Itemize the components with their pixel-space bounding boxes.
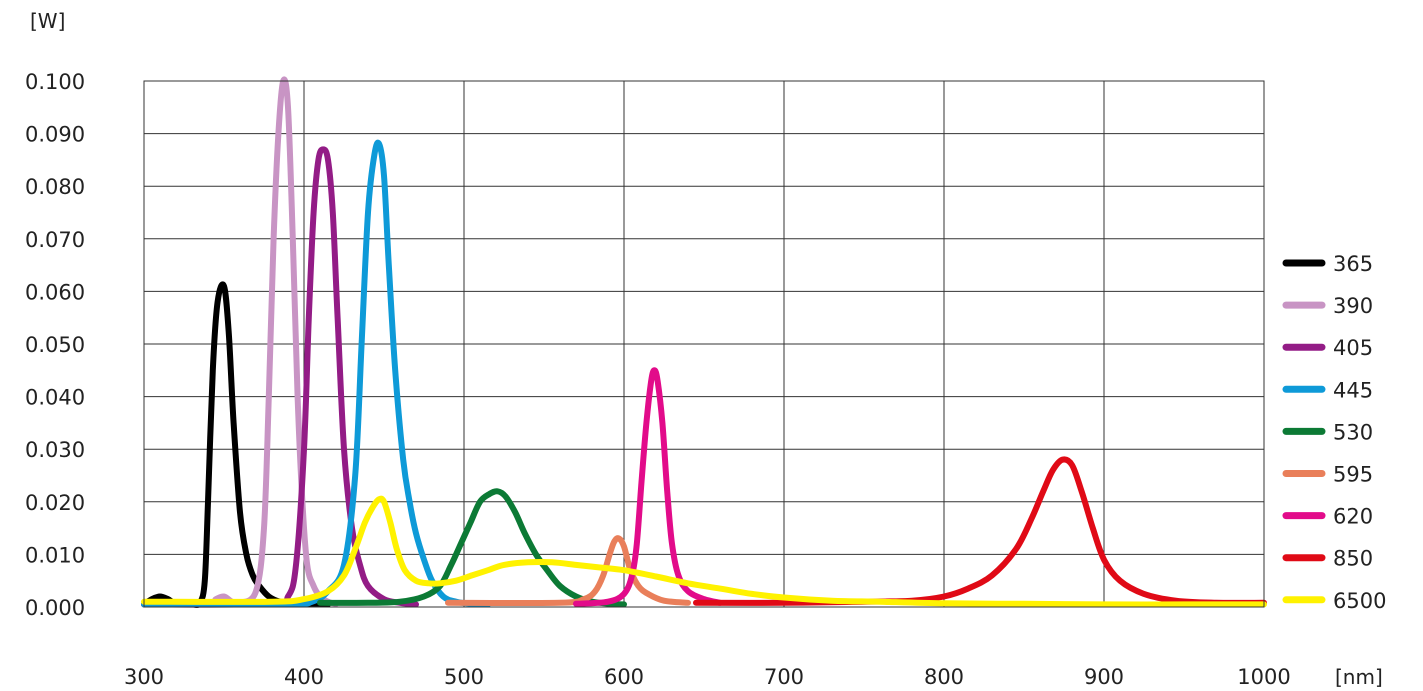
plot-frame: [143, 80, 1265, 608]
legend-label-850: 850: [1333, 547, 1373, 571]
y-tick-label: 0.050: [25, 333, 85, 357]
legend-label-595: 595: [1333, 463, 1373, 487]
axis-labels: 300 400 500 600 700 800 900 1000 0.000 0.010 0.020…: [25, 70, 1291, 689]
y-tick-label: 0.070: [25, 228, 85, 252]
series-line-6500: [141, 495, 1267, 608]
grid: [143, 80, 1265, 608]
legend-label-365: 365: [1333, 252, 1373, 276]
series-line-405: [141, 146, 419, 608]
series-line-595: [445, 535, 691, 607]
y-tick-label: 0.020: [25, 491, 85, 515]
y-tick-label: 0.100: [25, 70, 85, 94]
y-tick-label: 0.060: [25, 280, 85, 304]
y-axis-unit-label: [W]: [30, 9, 65, 33]
y-tick-label: 0.080: [25, 175, 85, 199]
x-tick-label: 700: [764, 665, 804, 689]
x-tick-label: 900: [1084, 665, 1124, 689]
x-tick-label: 1000: [1237, 665, 1290, 689]
x-tick-label: 400: [284, 665, 324, 689]
x-axis-unit-label: [nm]: [1335, 665, 1383, 689]
legend-label-530: 530: [1333, 420, 1373, 444]
series-line-530: [317, 488, 627, 608]
series-lines: [141, 76, 1267, 608]
y-tick-label: 0.000: [25, 596, 85, 620]
y-tick-label: 0.030: [25, 438, 85, 462]
legend-label-405: 405: [1333, 336, 1373, 360]
legend-label-620: 620: [1333, 505, 1373, 529]
y-tick-label: 0.040: [25, 386, 85, 410]
x-tick-label: 500: [444, 665, 484, 689]
x-tick-label: 800: [924, 665, 964, 689]
y-tick-label: 0.090: [25, 123, 85, 147]
series-line-850: [693, 456, 1267, 606]
legend-label-390: 390: [1333, 294, 1373, 318]
y-tick-label: 0.010: [25, 543, 85, 567]
legend-label-6500: 6500: [1333, 589, 1386, 613]
x-tick-label: 300: [124, 665, 164, 689]
x-tick-label: 600: [604, 665, 644, 689]
legend: 365 390 405 445 530 595 620 850 6500: [1282, 252, 1386, 613]
legend-label-445: 445: [1333, 378, 1373, 402]
